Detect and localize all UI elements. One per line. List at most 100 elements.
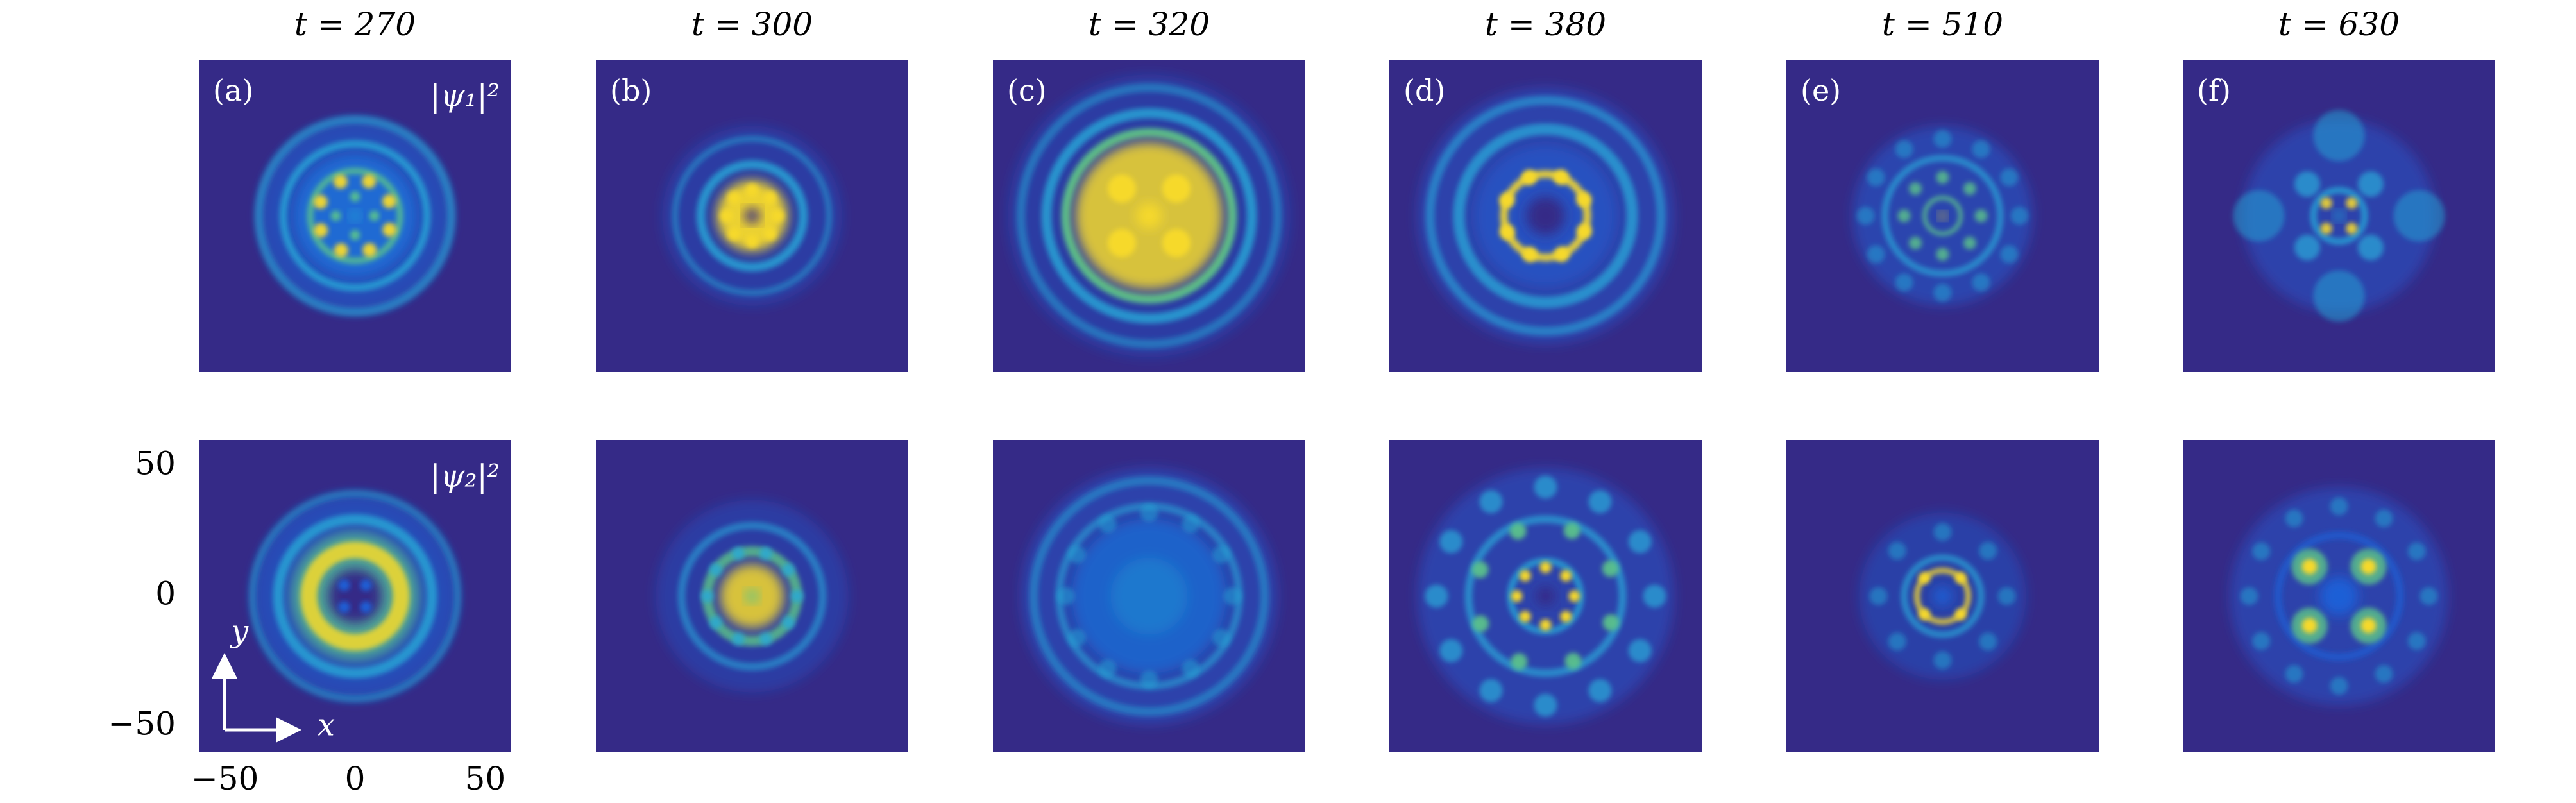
density	[745, 183, 759, 197]
density	[1554, 246, 1570, 262]
density	[2285, 664, 2303, 683]
density	[1933, 283, 1952, 302]
density	[1974, 209, 1988, 223]
density	[1588, 490, 1612, 514]
density	[1933, 651, 1952, 670]
panel	[199, 60, 511, 372]
y-tick-label: 0	[155, 575, 176, 613]
density	[338, 601, 350, 613]
density	[2320, 197, 2332, 209]
density	[1933, 130, 1952, 148]
density	[2010, 207, 2029, 225]
density	[1867, 168, 1885, 187]
column-title: t = 510	[1882, 6, 2003, 43]
column-title: t = 300	[691, 6, 813, 43]
density	[1588, 679, 1612, 702]
density	[2294, 171, 2321, 198]
density	[1016, 83, 1282, 349]
density	[700, 589, 714, 603]
density	[2334, 210, 2344, 221]
density	[1897, 209, 1911, 223]
density	[1500, 170, 1591, 262]
density	[1881, 155, 2004, 277]
panel-label: (d)	[1403, 73, 1445, 108]
panel	[1389, 440, 1702, 752]
density	[300, 541, 410, 651]
density	[273, 514, 437, 679]
density	[1963, 182, 1976, 196]
density	[1972, 140, 1990, 158]
density	[2233, 190, 2285, 242]
density	[1536, 586, 1555, 606]
density	[745, 589, 759, 603]
density	[1439, 639, 1463, 663]
density	[771, 209, 784, 223]
density	[1919, 572, 1931, 584]
density	[2301, 618, 2318, 634]
density	[2330, 677, 2348, 695]
density	[307, 167, 403, 264]
density	[1856, 207, 1875, 225]
density	[1888, 632, 1906, 651]
density-map	[1021, 468, 1278, 725]
density	[350, 210, 360, 221]
panel	[2183, 60, 2495, 372]
y-tick-label: −50	[108, 705, 176, 742]
density	[382, 194, 396, 208]
density	[2360, 618, 2377, 634]
density	[672, 135, 833, 296]
density	[2330, 497, 2348, 516]
density	[362, 242, 377, 257]
density	[2240, 587, 2258, 605]
density	[709, 616, 722, 629]
density	[1628, 530, 1652, 554]
density	[328, 569, 382, 623]
density	[1464, 515, 1627, 677]
density	[2301, 559, 2318, 575]
density	[254, 115, 456, 317]
density	[279, 140, 431, 292]
density-map	[248, 489, 462, 703]
density	[2313, 110, 2365, 162]
density	[248, 489, 462, 703]
density	[1534, 693, 1557, 717]
column-title: t = 270	[294, 6, 416, 43]
density	[1938, 212, 1947, 220]
density	[677, 521, 827, 671]
density	[333, 174, 348, 189]
density	[1909, 182, 1922, 196]
panel	[993, 60, 1305, 372]
density	[1576, 223, 1592, 239]
density	[2357, 171, 2384, 198]
density	[1933, 586, 1953, 606]
density	[1212, 545, 1231, 564]
density	[1223, 587, 1242, 605]
density-map	[656, 500, 849, 693]
density	[313, 194, 328, 209]
panel-label: (b)	[610, 73, 652, 108]
density	[1136, 203, 1162, 229]
panel	[1389, 60, 1702, 372]
density	[2000, 245, 2019, 264]
density	[2360, 559, 2377, 575]
density	[1954, 608, 1967, 620]
density	[1439, 530, 1463, 554]
density	[759, 632, 773, 646]
density	[2346, 223, 2358, 235]
density	[782, 616, 795, 629]
density	[1909, 236, 1922, 249]
density	[1140, 503, 1158, 522]
density	[2346, 197, 2358, 209]
panel	[596, 60, 908, 372]
density	[382, 223, 397, 237]
density	[1067, 545, 1086, 564]
density	[1602, 614, 1620, 631]
density	[1425, 96, 1666, 336]
density	[350, 191, 360, 202]
density	[1867, 245, 1885, 264]
density	[1098, 514, 1117, 533]
panel-label: (a)	[213, 73, 253, 108]
density	[1888, 541, 1906, 560]
density	[1061, 128, 1237, 304]
density	[1108, 228, 1137, 257]
